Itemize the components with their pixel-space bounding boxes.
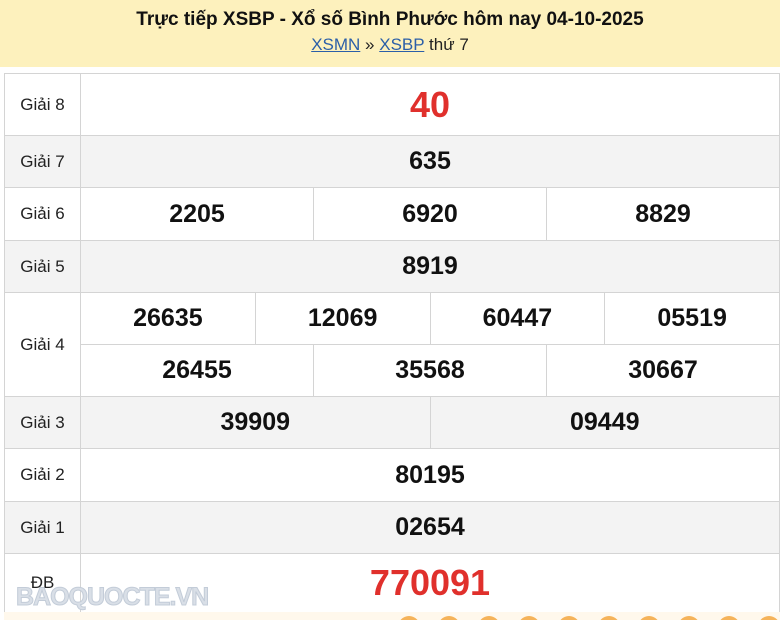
ball	[638, 616, 660, 620]
prize-label: Giải 1	[4, 501, 81, 554]
ball	[678, 616, 700, 620]
prize-row-2: Giải 2 80195	[4, 448, 780, 502]
prize-row-special: ĐB 770091	[4, 553, 780, 613]
prize-row-3: Giải 3 39909 09449	[4, 396, 780, 449]
prize-label: Giải 6	[4, 187, 81, 241]
prize-label: Giải 8	[4, 73, 81, 136]
ball	[518, 616, 540, 620]
prize-number: 6920	[313, 188, 546, 240]
prize-label: ĐB	[4, 553, 81, 613]
xsbp-link[interactable]: XSBP	[379, 35, 425, 54]
prize-row-8: Giải 8 40	[4, 73, 780, 136]
prize-row-1: Giải 1 02654	[4, 501, 780, 554]
ball	[558, 616, 580, 620]
prize-number: 635	[80, 135, 780, 188]
prize-number: 02654	[80, 501, 780, 554]
prize-number: 8829	[546, 188, 779, 240]
prize-number: 12069	[254, 293, 430, 344]
breadcrumb-separator: »	[365, 35, 375, 54]
prize-row-6: Giải 6 2205 6920 8829	[4, 187, 780, 241]
ball	[478, 616, 500, 620]
ball	[438, 616, 460, 620]
ball	[598, 616, 620, 620]
prize-number: 39909	[220, 408, 291, 436]
prize-number: 30667	[546, 345, 779, 396]
prize-row-5: Giải 5 8919	[4, 240, 780, 293]
ball	[718, 616, 740, 620]
prize-number: 80195	[80, 448, 780, 502]
prize-number: 26455	[162, 356, 232, 384]
prize-number: 26635	[133, 304, 203, 332]
prize-number: 09449	[429, 397, 780, 448]
results-table: Giải 8 40 Giải 7 635 Giải 6 2205 6920 88…	[4, 73, 780, 613]
xsmn-link[interactable]: XSMN	[311, 35, 361, 54]
ball	[398, 616, 420, 620]
prize-number: 8919	[80, 240, 780, 293]
breadcrumb: XSMN » XSBP thứ 7	[0, 35, 780, 55]
page-header: Trực tiếp XSBP - Xổ số Bình Phước hôm na…	[0, 0, 780, 67]
prize-label: Giải 4	[4, 292, 81, 397]
prize-label: Giải 3	[4, 396, 81, 449]
prize-number: 05519	[604, 293, 779, 344]
prize-row-4: Giải 4 26635 12069 60447 05519 26455 355…	[4, 292, 780, 397]
prize-number: 2205	[169, 199, 225, 228]
prize-label: Giải 2	[4, 448, 81, 502]
page-title: Trực tiếp XSBP - Xổ số Bình Phước hôm na…	[136, 9, 644, 30]
ball	[758, 616, 780, 620]
prize-label: Giải 7	[4, 135, 81, 188]
prize-label: Giải 5	[4, 240, 81, 293]
prize-number: 40	[80, 73, 780, 136]
special-prize-number: 770091	[80, 553, 780, 613]
number-balls-row	[4, 612, 780, 620]
weekday: thứ 7	[429, 35, 469, 54]
prize-number: 35568	[313, 345, 546, 396]
prize-number: 60447	[429, 293, 605, 344]
prize-row-7: Giải 7 635	[4, 135, 780, 188]
watermark: BAOQUOCTE.VN	[15, 583, 209, 612]
